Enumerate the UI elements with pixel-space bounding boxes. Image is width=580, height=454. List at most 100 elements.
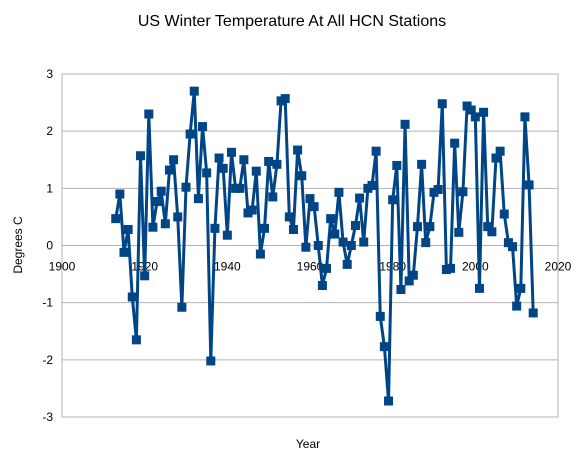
x-tick-label: 2000 [462, 260, 489, 274]
data-point [218, 163, 228, 173]
data-point [499, 209, 509, 219]
data-series [111, 86, 538, 406]
data-point [338, 237, 348, 247]
data-point [355, 193, 365, 203]
data-point [334, 187, 344, 197]
data-point [160, 219, 170, 229]
data-point [284, 212, 294, 222]
data-point [474, 283, 484, 293]
data-point [255, 249, 265, 259]
data-point [417, 159, 427, 169]
data-point [268, 192, 278, 202]
data-point [437, 99, 447, 109]
y-tick-label: -1 [42, 296, 53, 310]
data-point [272, 159, 282, 169]
data-point [148, 222, 158, 232]
data-point [309, 202, 319, 212]
y-tick-label: 3 [46, 67, 53, 81]
x-axis-label: Year [296, 437, 320, 451]
data-point [293, 145, 303, 155]
data-point [156, 186, 166, 196]
data-point [520, 112, 530, 122]
data-point [111, 214, 121, 224]
data-point [367, 180, 377, 190]
y-tick-label: 2 [46, 124, 53, 138]
data-point [458, 187, 468, 197]
data-point [359, 237, 369, 247]
data-point [123, 224, 133, 234]
series-line [114, 89, 535, 403]
data-point [479, 107, 489, 117]
y-tick-label: -3 [42, 410, 53, 424]
data-point [280, 94, 290, 104]
data-point [487, 227, 497, 237]
data-point [185, 129, 195, 139]
data-point [528, 308, 538, 318]
data-point [144, 109, 154, 119]
data-point [516, 283, 526, 293]
data-point [202, 168, 212, 178]
data-point [239, 155, 249, 165]
data-point [466, 105, 476, 115]
data-point [330, 229, 340, 239]
data-point [127, 292, 137, 302]
data-point [371, 146, 381, 156]
data-point [491, 153, 501, 163]
data-point [297, 171, 307, 181]
data-point [342, 259, 352, 269]
data-point [317, 281, 327, 291]
x-tick-labels: 1900 1920 1940 1960 1980 2000 2020 [49, 260, 572, 274]
y-tick-label: 1 [46, 181, 53, 195]
x-tick-label: 2020 [545, 260, 572, 274]
data-point [326, 214, 336, 224]
y-axis-label: Degrees C [11, 216, 25, 274]
data-point [164, 165, 174, 175]
data-point [226, 147, 236, 157]
data-point [288, 224, 298, 234]
data-point [264, 156, 274, 166]
data-point [446, 263, 456, 273]
data-point [222, 230, 232, 240]
data-point [152, 196, 162, 206]
data-point [425, 222, 435, 232]
data-point [524, 180, 534, 190]
data-point [433, 184, 443, 194]
data-point [189, 86, 199, 96]
data-point [119, 247, 129, 257]
data-point [396, 285, 406, 295]
data-point [400, 119, 410, 129]
data-point [454, 227, 464, 237]
data-point [173, 212, 183, 222]
data-point [388, 195, 398, 205]
x-tick-label: 1900 [49, 260, 76, 274]
data-point [495, 146, 505, 156]
data-point [508, 242, 518, 252]
data-point [198, 122, 208, 132]
data-point [384, 396, 394, 406]
data-point [206, 356, 216, 366]
chart-title: US Winter Temperature At All HCN Station… [138, 13, 446, 30]
data-point [322, 263, 332, 273]
y-tick-label: -2 [42, 353, 53, 367]
data-point [181, 182, 191, 192]
data-point [305, 194, 315, 204]
data-point [177, 302, 187, 312]
y-tick-label: 0 [46, 239, 53, 253]
data-point [421, 238, 431, 248]
data-point [313, 241, 323, 250]
data-point [346, 241, 356, 250]
data-point [375, 311, 385, 321]
data-point [210, 223, 220, 233]
data-point [450, 138, 460, 148]
data-point [214, 153, 224, 163]
data-point [392, 160, 402, 170]
data-point [235, 183, 245, 193]
data-point [408, 270, 418, 280]
data-point [301, 242, 311, 252]
data-point [379, 342, 389, 352]
x-tick-label: 1960 [297, 260, 324, 274]
data-point [247, 205, 257, 215]
data-point [512, 301, 522, 311]
data-point [131, 335, 141, 345]
